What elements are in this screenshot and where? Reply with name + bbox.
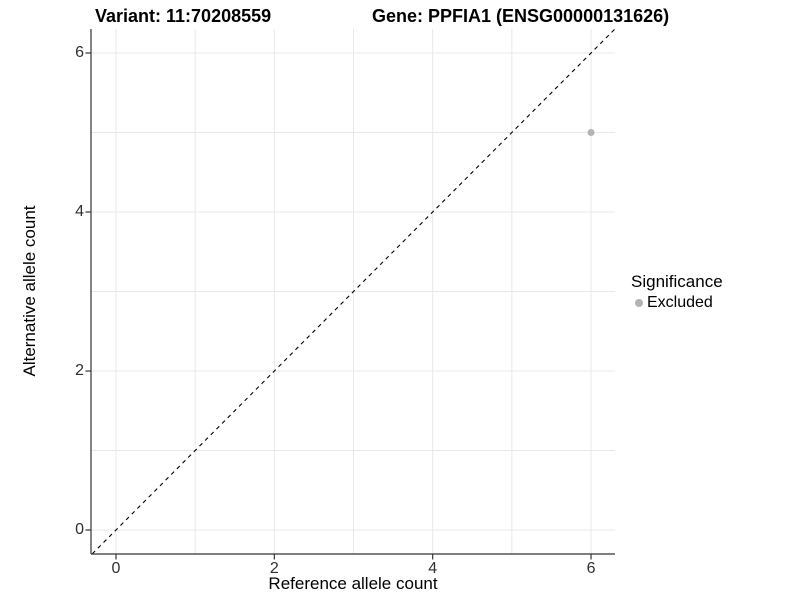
- y-tick-label: 6: [75, 44, 84, 61]
- legend-point-icon: [635, 299, 643, 307]
- identity-dashed-line: [91, 28, 616, 555]
- legend-item-excluded: Excluded: [631, 293, 723, 313]
- y-tick-label: 0: [75, 521, 84, 538]
- x-tick-label: 0: [111, 560, 121, 577]
- data-point-excluded: [587, 129, 595, 136]
- y-tick-label: 2: [75, 362, 84, 379]
- legend: Significance Excluded: [631, 271, 723, 313]
- variant-title: Variant: 11:70208559: [95, 6, 272, 26]
- x-axis-title: Reference allele count: [268, 574, 438, 593]
- x-tick-label: 6: [586, 560, 596, 577]
- legend-item-label: Excluded: [647, 294, 713, 311]
- y-axis-title: Alternative allele count: [20, 205, 39, 377]
- gene-title: Gene: PPFIA1 (ENSG00000131626): [372, 6, 670, 26]
- legend-title: Significance: [631, 272, 723, 291]
- y-tick-label: 4: [75, 203, 84, 220]
- x-tick-label: 4: [428, 560, 438, 577]
- x-tick-label: 2: [269, 560, 279, 577]
